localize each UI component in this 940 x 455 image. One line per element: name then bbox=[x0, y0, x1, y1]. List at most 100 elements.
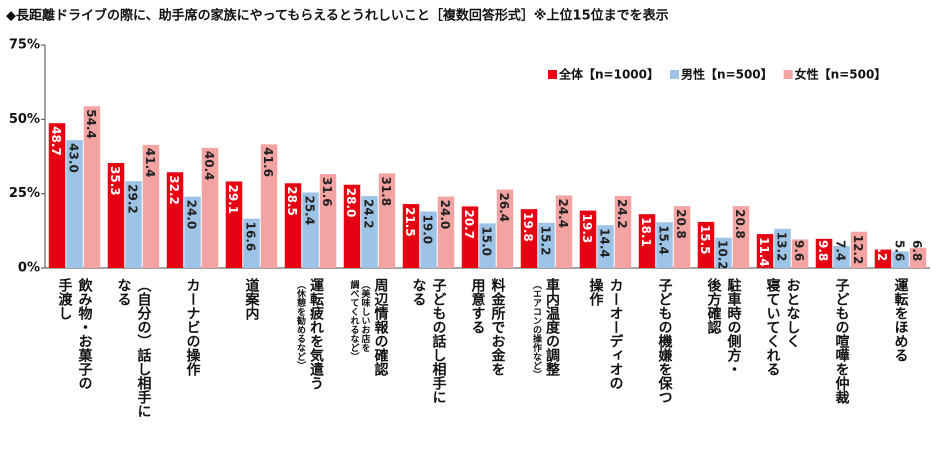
value-label: 35.3 bbox=[108, 166, 122, 196]
bar bbox=[284, 183, 302, 268]
x-tick-label: 操作 bbox=[588, 277, 604, 307]
x-tick-note: 調べてくれるなど） bbox=[349, 279, 361, 361]
y-tick-label: 75% bbox=[9, 38, 40, 53]
bar bbox=[732, 206, 750, 268]
bar bbox=[756, 234, 774, 268]
x-tick-label: 後方確認 bbox=[706, 277, 722, 335]
value-label: 29.2 bbox=[126, 184, 140, 214]
x-tick-label: 子どもの喧嘩を仲裁 bbox=[834, 278, 850, 405]
y-tick-label: 25% bbox=[9, 186, 40, 201]
value-label: 16.6 bbox=[244, 222, 258, 252]
chart-title: ◆長距離ドライブの際に、助手席の家族にやってもらえるとうれしいこと［複数回答形式… bbox=[6, 8, 669, 24]
legend-swatch bbox=[548, 70, 557, 79]
bar bbox=[166, 172, 184, 268]
x-tick-label: 手渡し bbox=[57, 277, 73, 320]
value-label: 6.2 bbox=[875, 240, 889, 261]
bar bbox=[892, 251, 909, 268]
value-label: 21.5 bbox=[403, 207, 417, 237]
bar bbox=[538, 222, 555, 268]
x-tick-label: （自分の）話し相手に bbox=[136, 278, 153, 418]
bar bbox=[107, 163, 125, 268]
bar bbox=[378, 173, 396, 268]
value-label: 15.2 bbox=[539, 226, 553, 256]
legend-swatch bbox=[670, 70, 679, 79]
bar bbox=[66, 140, 83, 268]
bar bbox=[614, 196, 632, 268]
x-tick-label: 駐車時の側方・ bbox=[726, 277, 743, 376]
value-label: 19.8 bbox=[521, 212, 535, 242]
x-tick-label: おとなしく bbox=[785, 278, 801, 348]
value-label: 14.4 bbox=[598, 228, 612, 258]
value-label: 24.0 bbox=[185, 200, 199, 230]
bar bbox=[520, 209, 538, 268]
bar bbox=[461, 206, 479, 268]
x-tick-label: カーナビの操作 bbox=[185, 278, 201, 377]
bar bbox=[815, 238, 833, 268]
legend-label: 男性【n=500】 bbox=[681, 67, 773, 82]
value-label: 15.5 bbox=[698, 225, 712, 255]
bar bbox=[201, 147, 219, 268]
bar bbox=[638, 214, 656, 268]
value-label: 54.4 bbox=[84, 109, 98, 139]
value-label: 40.4 bbox=[202, 151, 216, 181]
y-tick-label: 50% bbox=[9, 112, 40, 127]
bar bbox=[142, 144, 160, 268]
legend-swatch bbox=[783, 70, 793, 79]
value-label: 20.8 bbox=[674, 209, 688, 239]
value-label: 24.4 bbox=[556, 198, 570, 228]
value-label: 28.0 bbox=[344, 188, 358, 218]
bar bbox=[48, 123, 66, 268]
x-tick-label: なる bbox=[411, 278, 427, 306]
bar bbox=[833, 245, 850, 268]
value-label: 32.2 bbox=[167, 175, 181, 205]
x-tick-label: なる bbox=[116, 278, 132, 306]
bar bbox=[697, 221, 715, 268]
bar bbox=[874, 249, 892, 268]
value-label: 41.4 bbox=[143, 148, 157, 178]
value-label: 31.8 bbox=[379, 176, 393, 206]
bar bbox=[402, 204, 420, 268]
value-label: 5.6 bbox=[893, 240, 907, 261]
x-tick-label: 子どもの機嫌を保つ bbox=[657, 278, 674, 404]
value-label: 19.3 bbox=[580, 214, 594, 244]
bar bbox=[343, 184, 361, 268]
bar bbox=[909, 247, 927, 268]
value-label: 6.8 bbox=[910, 240, 924, 261]
x-tick-note: （休憩を勧めるなど） bbox=[295, 280, 307, 370]
x-tick-label: 料金所でお金を bbox=[490, 277, 507, 376]
bar bbox=[555, 195, 573, 268]
x-tick-label: 運転をほめる bbox=[893, 278, 909, 362]
legend-label: 全体【n=1000】 bbox=[558, 67, 659, 82]
x-tick-label: 子どもの話し相手に bbox=[431, 278, 447, 404]
x-tick-label: 車内温度の調整 bbox=[544, 277, 561, 377]
bar bbox=[597, 225, 614, 268]
value-label: 20.8 bbox=[733, 209, 747, 239]
value-label: 7.4 bbox=[834, 240, 848, 261]
x-tick-label: 飲み物・お菓子の bbox=[77, 277, 94, 390]
x-tick-label: 運転疲れを気遣う bbox=[308, 278, 324, 390]
bar bbox=[420, 211, 437, 268]
bar bbox=[791, 239, 809, 268]
value-label: 10.2 bbox=[716, 240, 730, 270]
x-tick-note: （エアコンの操作など） bbox=[531, 280, 543, 379]
x-tick-label: 用意する bbox=[470, 278, 486, 334]
bar bbox=[479, 223, 496, 268]
legend-label: 女性【n=500】 bbox=[795, 67, 887, 82]
bar bbox=[125, 181, 142, 268]
x-tick-note: （美味しいお店を bbox=[360, 280, 372, 352]
value-label: 12.2 bbox=[851, 235, 865, 265]
value-label: 9.6 bbox=[792, 240, 806, 261]
value-label: 24.2 bbox=[362, 199, 376, 229]
bar bbox=[83, 106, 101, 268]
value-label: 15.0 bbox=[480, 226, 494, 256]
value-label: 28.5 bbox=[285, 186, 299, 216]
value-label: 48.7 bbox=[49, 126, 63, 156]
bar bbox=[184, 196, 201, 268]
bar bbox=[260, 144, 278, 268]
bar bbox=[302, 192, 319, 268]
value-label: 11.4 bbox=[757, 237, 771, 267]
y-tick-label: 0% bbox=[18, 261, 40, 276]
bar bbox=[673, 206, 691, 268]
value-label: 24.0 bbox=[438, 200, 452, 230]
